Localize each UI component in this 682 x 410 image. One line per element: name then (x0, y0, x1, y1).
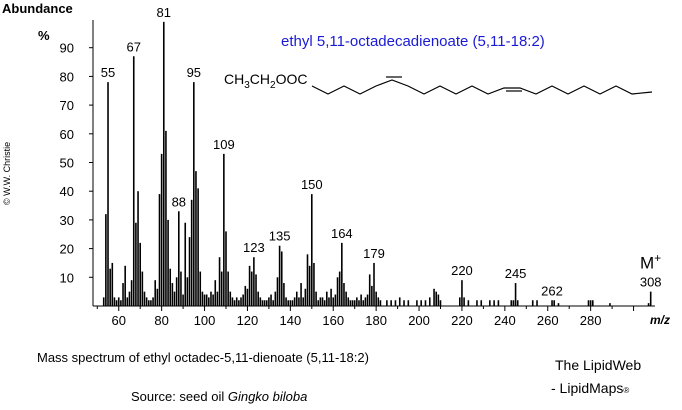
peak-label: 88 (172, 194, 186, 209)
brand-line-2: - LipidMaps® (551, 380, 629, 396)
tick-labels: 10 20 30 40 50 60 70 80 90 60 80 100 120 140 160 180 200… (60, 41, 602, 328)
x-tick-label: 60 (112, 313, 126, 328)
peak-label: 123 (243, 240, 265, 255)
x-axis-title: m/z (650, 313, 671, 327)
y-tick-label: 90 (60, 41, 74, 56)
peak-label: 164 (331, 226, 353, 241)
peak-label: 81 (157, 5, 171, 20)
ester-group-formula: CH3CH2OOC (224, 71, 307, 91)
copyright-text: © W.W. Christie (2, 141, 12, 205)
brand-name: - LipidMaps (551, 380, 624, 396)
x-tick-label: 200 (408, 313, 430, 328)
brand-line-1: The LipidWeb (555, 357, 642, 373)
y-tick-label: 30 (60, 213, 74, 228)
peak-label: 308 (640, 275, 662, 290)
spectrum-peaks (102, 21, 652, 306)
peak-label: 55 (101, 65, 115, 80)
peak-label: 220 (451, 263, 473, 278)
peak-label: 135 (269, 229, 291, 244)
fatty-acid-chain (311, 79, 653, 95)
x-tick-label: 160 (322, 313, 344, 328)
y-tick-label: 50 (60, 156, 74, 171)
y-tick-label: 80 (60, 69, 74, 84)
x-tick-label: 80 (154, 313, 168, 328)
peak-label: 95 (187, 65, 201, 80)
y-tick-label: 60 (60, 127, 74, 142)
x-tick-label: 220 (451, 313, 473, 328)
x-tick-label: 280 (580, 313, 602, 328)
peak-label: 262 (541, 283, 563, 298)
source-species: Gingko biloba (227, 389, 308, 404)
source-prefix: Source: seed oil (131, 389, 228, 404)
molecular-ion-charge: + (654, 251, 662, 265)
x-tick-label: 180 (365, 313, 387, 328)
formula-text: CH3CH2OOC (224, 71, 308, 91)
peak-label: 109 (213, 137, 235, 152)
molecular-ion-letter: M (640, 253, 655, 273)
peak-label: 150 (301, 177, 323, 192)
x-tick-label: 140 (279, 313, 301, 328)
peak-label: 179 (363, 246, 385, 261)
figure-caption: Mass spectrum of ethyl octadec-5,11-dien… (37, 350, 369, 365)
peak-label: 67 (127, 39, 141, 54)
x-tick-label: 240 (494, 313, 516, 328)
chart-title: ethyl 5,11-octadecadienoate (5,11-18:2) (281, 33, 545, 50)
peak-labels: 55 67 81 88 95 109 123 135 150 164 179 220 245 262 308 (101, 5, 662, 298)
source-note: Source: seed oil Gingko biloba (131, 389, 307, 404)
x-tick-label: 260 (537, 313, 559, 328)
x-tick-label: 100 (194, 313, 216, 328)
x-tick-label: 120 (237, 313, 259, 328)
peak-label: 245 (505, 266, 527, 281)
y-tick-label: 10 (60, 270, 74, 285)
y-axis-unit: % (38, 28, 50, 43)
registered-mark: ® (623, 386, 630, 395)
y-tick-label: 70 (60, 98, 74, 113)
y-tick-label: 20 (60, 242, 74, 257)
y-tick-label: 40 (60, 184, 74, 199)
y-axis-title: Abundance (2, 1, 73, 16)
molecular-ion-label: M+ (640, 251, 661, 274)
